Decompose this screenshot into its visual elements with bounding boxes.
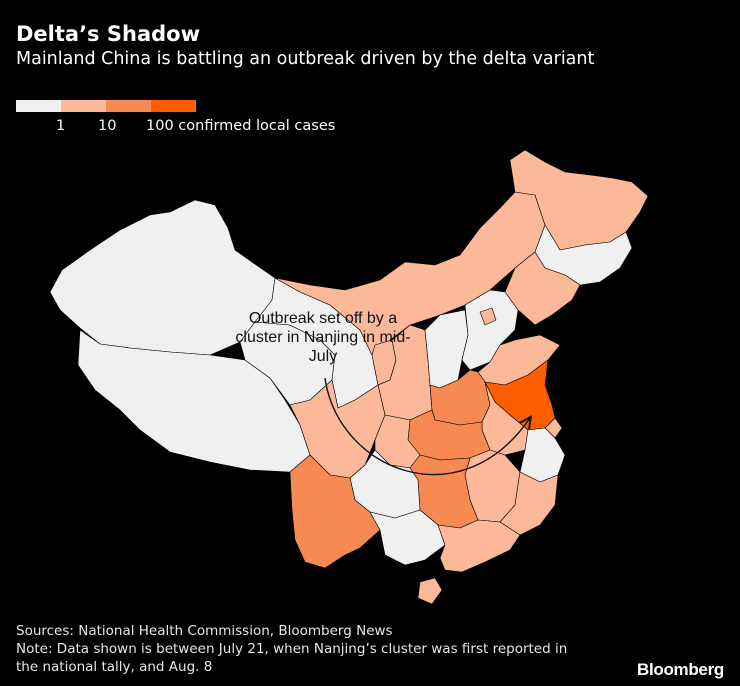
legend-label-10: 10 [98, 118, 117, 134]
legend-color-scale [16, 100, 196, 112]
legend-swatch-2 [106, 100, 151, 112]
china-map [49, 149, 649, 605]
footer: Sources: National Health Commission, Blo… [16, 622, 567, 676]
chart-subtitle: Mainland China is battling an outbreak d… [16, 49, 595, 69]
outbreak-annotation: Outbreak set off by a cluster in Nanjing… [235, 310, 411, 365]
region-liaoning [504, 251, 581, 326]
note-line-1: Note: Data shown is between July 21, whe… [16, 641, 568, 657]
region-hainan [417, 577, 443, 605]
legend-swatch-0 [16, 100, 61, 112]
annotation-arrow [324, 377, 530, 476]
sources-text: Sources: National Health Commission, Blo… [16, 623, 393, 639]
note-line-2: the national tally, and Aug. 8 [16, 659, 213, 675]
region-beijing [479, 307, 497, 326]
region-heilongjiang [509, 149, 649, 251]
bloomberg-logo: Bloomberg [636, 660, 724, 679]
legend-swatch-1 [61, 100, 106, 112]
region-shanxi [424, 309, 469, 389]
chart-title: Delta’s Shadow [16, 22, 200, 46]
region-guangdong [437, 519, 521, 573]
legend-swatch-3 [151, 100, 196, 112]
region-guangxi [369, 509, 446, 566]
region-yunnan [289, 454, 381, 569]
legend-label-100: 100 confirmed local cases [146, 118, 336, 134]
region-fujian [499, 471, 559, 536]
legend-label-1: 1 [56, 118, 66, 134]
